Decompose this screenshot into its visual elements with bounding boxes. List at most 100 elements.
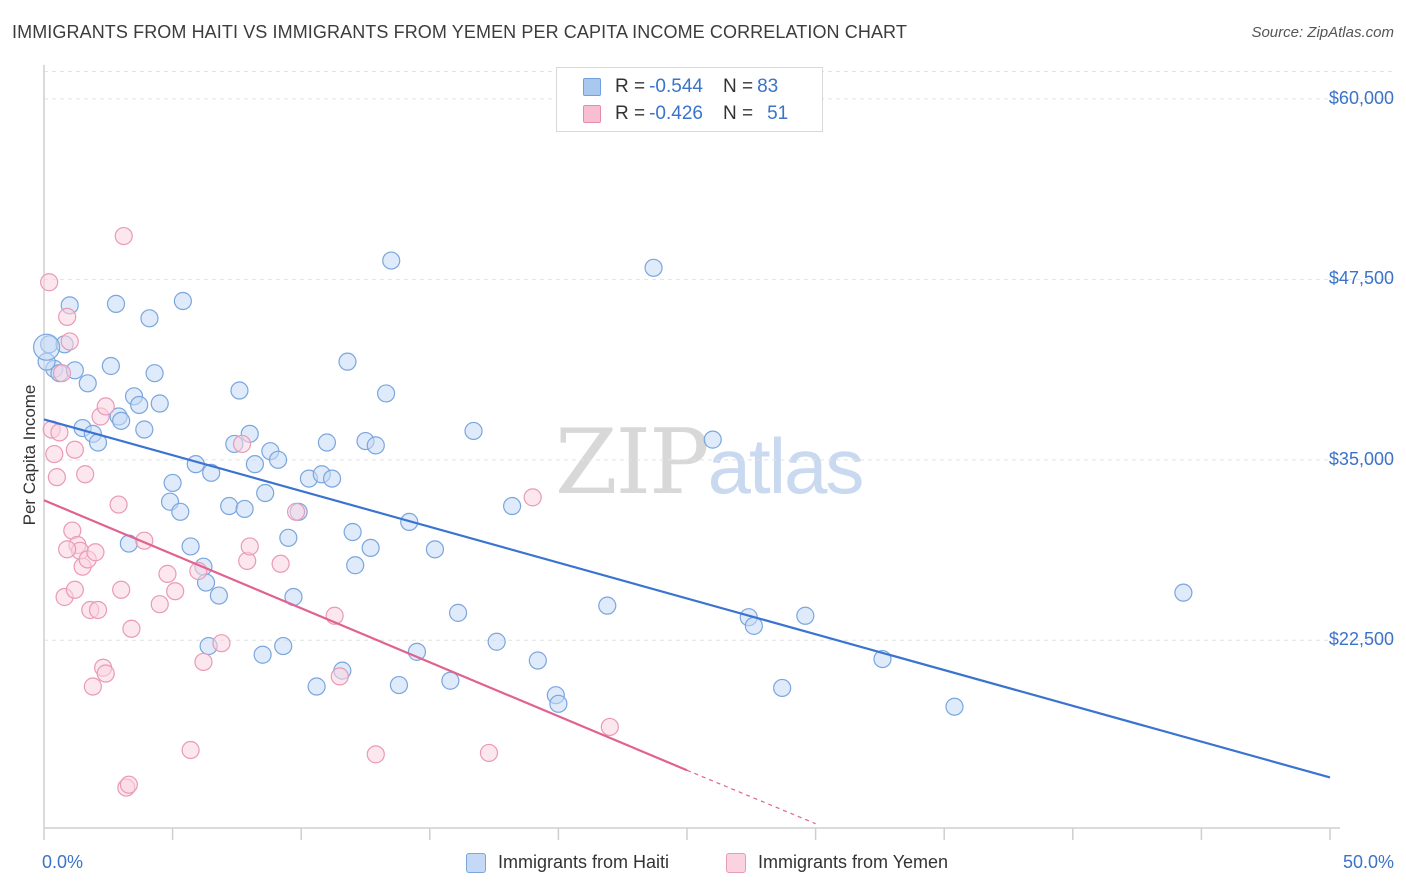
point-yemen	[83, 677, 102, 696]
point-yemen	[60, 332, 79, 351]
point-haiti	[317, 433, 337, 452]
point-haiti	[376, 384, 396, 403]
stats-row-haiti: R = -0.544 N = 83	[557, 73, 778, 101]
point-haiti	[274, 636, 293, 656]
stats-r-value: -0.426	[649, 103, 703, 124]
point-haiti	[382, 251, 401, 270]
trend-line-yemen-extension	[686, 769, 816, 825]
point-haiti	[773, 678, 792, 698]
point-yemen	[600, 717, 619, 737]
point-haiti	[425, 540, 445, 559]
point-haiti	[163, 473, 182, 493]
point-haiti	[448, 603, 468, 622]
point-haiti	[78, 374, 97, 393]
point-haiti	[644, 258, 663, 277]
point-yemen	[212, 634, 231, 653]
point-yemen	[158, 564, 177, 583]
point-haiti	[256, 483, 275, 503]
legend-swatch-haiti	[466, 852, 486, 873]
legend-label-yemen: Immigrants from Yemen	[758, 852, 949, 872]
point-haiti	[549, 694, 568, 713]
point-yemen	[65, 440, 84, 459]
legend-label-haiti: Immigrants from Haiti	[498, 852, 670, 872]
point-haiti	[464, 421, 483, 441]
point-haiti	[598, 596, 617, 615]
point-haiti	[346, 556, 365, 575]
x-tick-label-max: 50.0%	[1342, 852, 1394, 872]
point-yemen	[112, 580, 131, 599]
legend-item-haiti[interactable]: Immigrants from Haiti	[466, 852, 669, 873]
point-yemen	[232, 434, 252, 454]
point-haiti	[173, 291, 192, 311]
point-haiti	[202, 463, 221, 482]
point-yemen	[86, 543, 105, 562]
point-yemen	[330, 667, 349, 686]
point-haiti	[343, 522, 362, 542]
point-haiti	[112, 411, 131, 430]
source-label: Source: ZipAtlas.com	[1251, 24, 1394, 41]
point-haiti	[307, 677, 326, 696]
point-haiti	[130, 395, 149, 415]
point-haiti	[101, 356, 120, 376]
stats-r-value: -0.544	[649, 76, 703, 97]
point-haiti	[487, 632, 506, 651]
point-yemen	[76, 465, 95, 484]
point-haiti	[322, 469, 342, 488]
point-haiti	[135, 420, 154, 439]
point-haiti	[245, 455, 265, 474]
stats-n-label: N =	[722, 103, 754, 124]
y-axis-label: Per Capita Income	[20, 384, 39, 526]
stats-box: R = -0.544 N = 83 R = -0.426 N = 51	[556, 67, 823, 132]
watermark-atlas: atlas	[707, 422, 865, 510]
point-yemen	[150, 595, 169, 614]
point-haiti-cluster	[32, 333, 61, 361]
point-haiti	[268, 450, 288, 469]
point-yemen	[181, 740, 200, 760]
point-yemen	[88, 600, 108, 620]
x-tick-label-min: 0.0%	[42, 852, 84, 872]
trend-line-yemen	[43, 499, 688, 772]
y-tick-label: $47,500	[1328, 268, 1394, 289]
stats-row-yemen: R = -0.426 N = 51	[557, 100, 788, 128]
point-haiti	[441, 671, 460, 690]
point-yemen	[47, 468, 66, 487]
point-haiti	[145, 364, 164, 383]
point-yemen	[286, 502, 306, 521]
point-yemen	[40, 273, 59, 292]
point-yemen	[109, 495, 128, 514]
point-haiti	[389, 675, 409, 695]
point-yemen	[122, 619, 141, 638]
point-haiti	[140, 309, 159, 328]
point-yemen	[119, 775, 138, 794]
point-yemen	[366, 745, 385, 764]
point-yemen	[240, 537, 259, 556]
point-yemen	[45, 444, 64, 464]
point-yemen	[271, 554, 290, 573]
point-yemen	[65, 580, 84, 599]
point-yemen	[194, 652, 213, 672]
legend-item-yemen[interactable]: Immigrants from Yemen	[726, 852, 948, 873]
stats-n-value: 51	[767, 103, 789, 124]
point-haiti	[703, 430, 722, 449]
point-yemen	[523, 488, 542, 507]
point-haiti	[1174, 583, 1193, 602]
stats-swatch-yemen	[583, 105, 601, 123]
trend-line-haiti	[43, 418, 1331, 779]
point-haiti	[181, 537, 200, 556]
point-haiti	[744, 616, 763, 635]
point-haiti	[150, 394, 169, 413]
point-yemen	[166, 582, 185, 601]
point-haiti	[220, 496, 239, 516]
stats-r-label: R =	[615, 76, 646, 97]
point-haiti	[338, 352, 357, 371]
stats-n-value: 83	[757, 76, 779, 97]
point-haiti	[366, 436, 385, 455]
y-tick-label: $60,000	[1328, 87, 1394, 108]
point-haiti	[361, 538, 380, 558]
point-yemen	[58, 307, 77, 326]
point-haiti	[528, 651, 547, 670]
point-haiti	[235, 499, 254, 519]
point-haiti	[209, 586, 228, 605]
point-yemen	[58, 540, 77, 559]
